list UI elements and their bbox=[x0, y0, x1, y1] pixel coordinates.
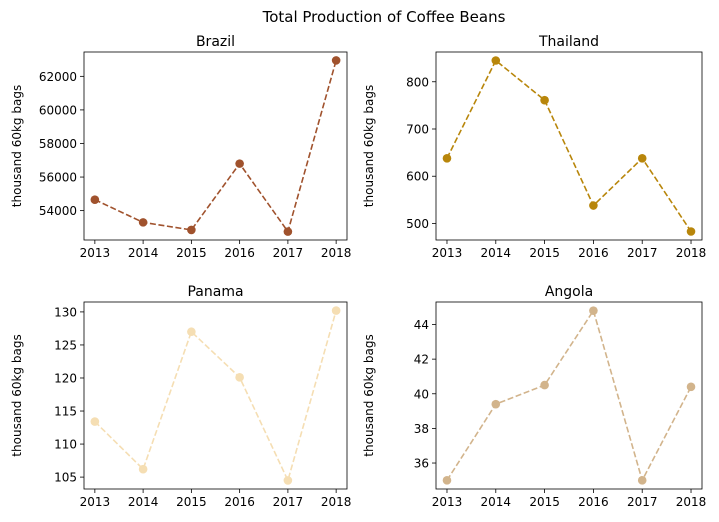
panel-brazil-ytick-label: 60000 bbox=[39, 103, 77, 117]
panel-brazil-ylabel: thousand 60kg bags bbox=[10, 85, 24, 207]
panel-panama-data-point bbox=[283, 476, 293, 485]
panel-angola-ytick-label: 42 bbox=[414, 353, 429, 367]
panel-panama: Panama thousand 60kg bags 2013 2014 2015 2016… bbox=[10, 284, 351, 509]
panel-panama-ytick-label: 115 bbox=[54, 405, 77, 419]
panel-brazil-xtick-label: 2017 bbox=[273, 246, 304, 260]
panel-brazil-data-point bbox=[235, 159, 244, 168]
panel-angola: Angola thousand 60kg bags 2013 2014 2015 2016… bbox=[362, 284, 706, 509]
figure-title: Total Production of Coffee Beans bbox=[262, 8, 506, 26]
panel-thailand-title: Thailand bbox=[538, 34, 599, 50]
panel-angola-data-point bbox=[491, 399, 501, 409]
panel-thailand-xtick-label: 2017 bbox=[627, 246, 658, 260]
panel-brazil-axes-frame bbox=[83, 51, 348, 241]
panel-panama-xtick-label: 2017 bbox=[273, 495, 304, 509]
panel-panama-xtick-label: 2013 bbox=[80, 495, 111, 509]
panel-panama-data-point bbox=[235, 373, 244, 382]
panel-panama-xtick-label: 2015 bbox=[176, 495, 207, 509]
panel-angola-axes-frame bbox=[435, 301, 703, 490]
panel-angola-ytick-label: 36 bbox=[414, 457, 429, 471]
panel-angola-xtick-label: 2013 bbox=[432, 495, 463, 509]
panel-brazil-data-point bbox=[138, 218, 148, 227]
panel-panama-ytick-label: 105 bbox=[54, 471, 77, 485]
panel-brazil-data-point bbox=[331, 56, 341, 65]
panel-thailand-axes-frame bbox=[435, 51, 703, 241]
panel-panama-data-point bbox=[138, 464, 148, 474]
panel-thailand-xtick-label: 2013 bbox=[432, 246, 463, 260]
panel-brazil-series-line bbox=[94, 60, 337, 234]
panel-brazil-ytick-label: 58000 bbox=[39, 137, 77, 151]
panel-thailand-xtick-label: 2018 bbox=[676, 246, 707, 260]
subplot-grid: Brazil thousand 60kg bags 2013 2014 2015 2016… bbox=[10, 34, 706, 509]
panel-thailand-xtick-label: 2016 bbox=[578, 246, 609, 260]
panel-angola-xtick-label: 2018 bbox=[676, 495, 707, 509]
panel-angola-ylabel: thousand 60kg bags bbox=[362, 334, 376, 456]
panel-brazil-xtick-label: 2016 bbox=[224, 246, 255, 260]
panel-thailand-ylabel: thousand 60kg bags bbox=[362, 85, 376, 207]
panel-angola-data-point bbox=[442, 476, 452, 485]
panel-panama-ytick-label: 130 bbox=[54, 305, 77, 319]
panel-panama-ytick-label: 125 bbox=[54, 338, 77, 352]
panel-panama-data-point bbox=[90, 417, 100, 426]
panel-thailand-xtick-label: 2014 bbox=[481, 246, 512, 260]
panel-angola-title: Angola bbox=[545, 284, 593, 300]
panel-panama-axes-frame bbox=[83, 301, 348, 490]
panel-brazil-xtick-label: 2014 bbox=[128, 246, 159, 260]
panel-thailand-data-point bbox=[491, 56, 501, 65]
panel-angola-xtick-label: 2015 bbox=[529, 495, 560, 509]
panel-thailand-data-point bbox=[589, 201, 598, 210]
panel-thailand-data-point bbox=[442, 153, 452, 163]
panel-brazil-ytick-label: 62000 bbox=[39, 70, 77, 84]
panel-thailand-ytick-label: 600 bbox=[406, 170, 429, 184]
panel-angola-data-point bbox=[637, 476, 647, 485]
panel-panama-ytick-label: 110 bbox=[54, 438, 77, 452]
panel-thailand-data-point bbox=[637, 153, 647, 163]
panel-panama-data-point bbox=[187, 327, 196, 337]
panel-brazil-ytick-label: 56000 bbox=[39, 171, 77, 185]
panel-panama-series-line bbox=[94, 310, 337, 483]
panel-brazil-data-point bbox=[187, 225, 196, 235]
panel-angola-xtick-label: 2014 bbox=[481, 495, 512, 509]
panel-angola-xtick-label: 2016 bbox=[578, 495, 609, 509]
panel-angola-xtick-label: 2017 bbox=[627, 495, 658, 509]
panel-angola-ytick-label: 44 bbox=[414, 318, 429, 332]
panel-angola-series-line bbox=[446, 308, 692, 483]
panel-brazil-data-point bbox=[90, 195, 100, 205]
panel-brazil-title: Brazil bbox=[196, 34, 235, 50]
panel-panama-xtick-label: 2018 bbox=[321, 495, 352, 509]
panel-panama-data-point bbox=[331, 306, 341, 315]
panel-thailand-ytick-label: 700 bbox=[406, 122, 429, 136]
panel-thailand-data-point bbox=[540, 95, 549, 105]
panel-brazil-ytick-label: 54000 bbox=[39, 204, 77, 218]
panel-thailand-data-point bbox=[686, 227, 696, 236]
panel-angola-data-point bbox=[686, 382, 696, 392]
panel-thailand: Thailand thousand 60kg bags 2013 2014 2015 20… bbox=[362, 34, 706, 260]
panel-thailand-xtick-label: 2015 bbox=[529, 246, 560, 260]
panel-panama-title: Panama bbox=[187, 284, 243, 300]
panel-panama-xtick-label: 2014 bbox=[128, 495, 159, 509]
panel-thailand-ytick-label: 500 bbox=[406, 217, 429, 231]
panel-brazil: Brazil thousand 60kg bags 2013 2014 2015 2016… bbox=[10, 34, 351, 260]
panel-panama-ytick-label: 120 bbox=[54, 371, 77, 385]
panel-panama-xtick-label: 2016 bbox=[224, 495, 255, 509]
panel-angola-data-point bbox=[589, 306, 598, 315]
panel-brazil-data-point bbox=[283, 227, 293, 236]
panel-angola-ytick-label: 40 bbox=[414, 387, 429, 401]
panel-brazil-xtick-label: 2018 bbox=[321, 246, 352, 260]
panel-thailand-series-line bbox=[446, 59, 692, 232]
panel-brazil-xtick-label: 2015 bbox=[176, 246, 207, 260]
panel-angola-ytick-label: 38 bbox=[414, 422, 429, 436]
panel-panama-ylabel: thousand 60kg bags bbox=[10, 334, 24, 456]
panel-brazil-xtick-label: 2013 bbox=[80, 246, 111, 260]
panel-angola-data-point bbox=[540, 380, 549, 390]
panel-thailand-ytick-label: 800 bbox=[406, 75, 429, 89]
